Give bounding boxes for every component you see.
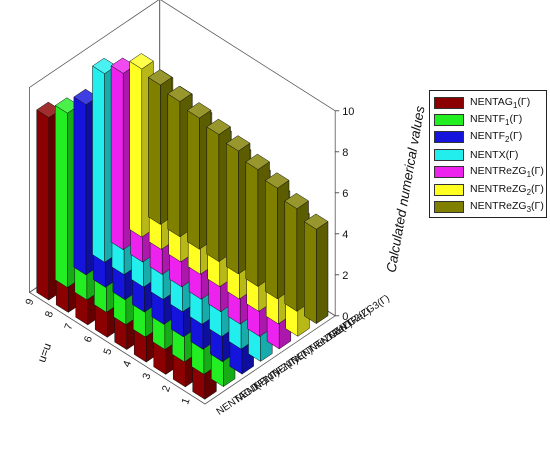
legend-item: NENTX(Γ) bbox=[434, 146, 542, 163]
legend-item: NENTReZG3(Γ) bbox=[434, 198, 544, 215]
z-tick-label: 10 bbox=[342, 106, 354, 118]
bar-face-front bbox=[148, 76, 161, 225]
u-axis-title: u=u bbox=[36, 342, 54, 364]
u-tick-label: 1 bbox=[179, 396, 192, 406]
bar-face-front bbox=[36, 109, 50, 301]
legend-swatch bbox=[434, 114, 464, 127]
legend-label: NENTX(Γ) bbox=[470, 148, 519, 161]
bar-face-top bbox=[284, 193, 309, 210]
bar-face-top bbox=[245, 153, 270, 170]
bar-face-front bbox=[284, 200, 298, 312]
u-tick-label: 2 bbox=[160, 384, 173, 394]
bar-face-front bbox=[226, 142, 239, 275]
bar-face-top bbox=[225, 135, 251, 152]
z-tick-label: 2 bbox=[342, 270, 348, 282]
bar-face-top bbox=[303, 213, 329, 230]
legend-swatch bbox=[434, 166, 464, 179]
bar-face-top bbox=[167, 85, 192, 102]
u-tick-label: 8 bbox=[43, 309, 56, 319]
legend-swatch bbox=[434, 131, 464, 144]
z-tick-label: 6 bbox=[342, 188, 348, 200]
bar-face-top bbox=[206, 118, 231, 135]
bar-face-front bbox=[55, 105, 68, 288]
bar-face-top bbox=[147, 69, 173, 86]
legend-label: NENTAG1(Γ) bbox=[470, 95, 531, 110]
bar bbox=[303, 213, 329, 325]
legend-swatch bbox=[434, 96, 464, 109]
bar-face-front bbox=[206, 126, 220, 263]
u-tick-label: 6 bbox=[82, 334, 95, 344]
legend-swatch bbox=[434, 183, 464, 196]
legend-item: NENTF1(Γ) bbox=[434, 111, 542, 128]
legend-label: NENTReZG2(Γ) bbox=[470, 182, 544, 197]
z-axis-title: Calculated numerical values bbox=[384, 105, 428, 274]
bar-face-top bbox=[129, 53, 154, 70]
u-tick-label: 3 bbox=[140, 371, 153, 381]
bar-face-front bbox=[304, 221, 317, 325]
bar-face-front bbox=[92, 65, 105, 263]
legend-swatch bbox=[434, 201, 464, 214]
legend-item: NENTF2(Γ) bbox=[434, 129, 542, 146]
z-tick-label: 0 bbox=[342, 311, 348, 323]
z-tick-label: 4 bbox=[342, 229, 348, 241]
z-tick-label: 8 bbox=[342, 147, 348, 159]
legend-item: NENTReZG1(Γ) bbox=[434, 164, 544, 181]
u-tick-label: 4 bbox=[121, 359, 134, 369]
bar-face-top bbox=[264, 172, 290, 189]
bar-face-front bbox=[265, 180, 278, 300]
bar-face-front bbox=[129, 60, 143, 238]
legend-label: NENTF1(Γ) bbox=[470, 113, 523, 128]
legend-label: NENTF2(Γ) bbox=[470, 130, 523, 145]
bar-face-front bbox=[167, 93, 181, 238]
legend-item: NENTAG1(Γ) bbox=[434, 94, 542, 111]
u-tick-label: 5 bbox=[101, 347, 114, 357]
bar-face-front bbox=[110, 65, 124, 251]
legend-label: NENTReZG3(Γ) bbox=[470, 199, 544, 215]
bar-face-front bbox=[187, 109, 200, 250]
bars bbox=[36, 53, 329, 400]
legend-label: NENTReZG1(Γ) bbox=[470, 165, 544, 180]
u-tick-label: 9 bbox=[23, 297, 36, 307]
bar-face-top bbox=[186, 102, 212, 119]
legend-item: NENTReZG2(Γ) bbox=[434, 181, 544, 198]
legend-swatch bbox=[434, 148, 464, 161]
bar-face-front bbox=[245, 161, 259, 287]
bar-face-side bbox=[316, 221, 329, 325]
bar-face-front bbox=[73, 96, 87, 276]
u-tick-label: 7 bbox=[62, 322, 75, 332]
series-axis-label: NENTReZG3(Γ) bbox=[326, 293, 392, 342]
legend: NENTAG1(Γ) NENTF1(Γ) NENTF2(Γ) NENTX(Γ) NENT… bbox=[429, 90, 547, 218]
